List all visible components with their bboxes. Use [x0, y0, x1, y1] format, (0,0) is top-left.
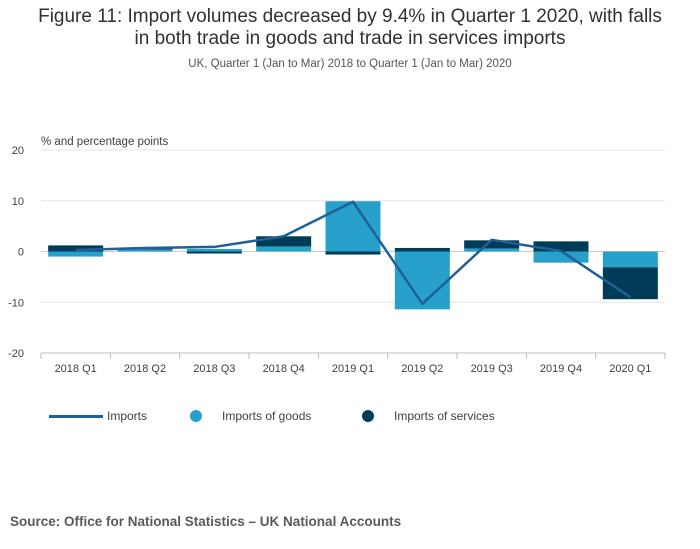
- x-tick-label: 2019 Q3: [471, 363, 513, 375]
- bar-imports-of-services: [186, 251, 242, 254]
- legend-item-imports[interactable]: Imports: [49, 408, 147, 424]
- bar-imports-of-services: [602, 267, 658, 300]
- bar-imports-of-services: [533, 241, 589, 252]
- x-tick-label: 2018 Q1: [55, 363, 97, 375]
- bar-imports-of-goods: [394, 251, 450, 310]
- bar-imports-of-goods: [48, 251, 104, 257]
- bar-imports-of-goods: [325, 201, 381, 252]
- legend-label-imports: Imports: [107, 409, 148, 423]
- legend-dot-services: [362, 410, 374, 422]
- bar-imports-of-goods: [533, 251, 589, 263]
- y-axis-label: % and percentage points: [41, 136, 169, 148]
- bar-imports-of-services: [256, 236, 312, 247]
- x-tick-label: 2019 Q4: [540, 363, 582, 375]
- y-tick-label: -20: [8, 348, 24, 360]
- y-tick-label: -10: [8, 297, 24, 309]
- x-tick-label: 2018 Q4: [263, 363, 305, 375]
- chart-title-line-2: in both trade in goods and trade in serv…: [134, 28, 566, 49]
- bar-imports-of-services: [48, 245, 104, 252]
- x-tick-label: 2018 Q3: [193, 363, 235, 375]
- line-imports: [75, 200, 632, 306]
- legend-item-imports-of-services[interactable]: Imports of services: [362, 408, 495, 424]
- legend-label-services: Imports of services: [394, 409, 495, 423]
- chart-plot: 20 10 0 -10 -20 2018 Q1 2018 Q2 2018 Q3 2018 Q4 2…: [8, 145, 666, 375]
- x-tick-label: 2019 Q2: [401, 363, 443, 375]
- bar-imports-of-goods: [186, 248, 242, 252]
- bar-imports-of-goods: [117, 249, 173, 252]
- bar-imports-of-goods: [256, 246, 312, 252]
- chart-title-line-1: Figure 11: Import volumes decreased by 9…: [38, 6, 662, 27]
- chart-title: Figure 11: Import volumes decreased by 9…: [0, 6, 700, 50]
- legend-item-imports-of-goods[interactable]: Imports of goods: [190, 408, 311, 424]
- x-tick-label: 2019 Q1: [332, 363, 374, 375]
- bar-imports-of-services: [464, 240, 520, 249]
- bar-imports-of-services: [325, 251, 381, 255]
- bar-imports-of-goods: [464, 248, 520, 252]
- chart-subtitle: UK, Quarter 1 (Jan to Mar) 2018 to Quart…: [188, 58, 512, 70]
- x-tick-label: 2020 Q1: [609, 363, 651, 375]
- legend-dot-goods: [190, 410, 202, 422]
- legend-label-goods: Imports of goods: [222, 409, 312, 423]
- y-tick-label: 0: [18, 247, 24, 259]
- bar-imports-of-services: [394, 247, 450, 252]
- legend-line-swatch: [49, 414, 103, 418]
- bar-imports-of-goods: [602, 251, 658, 268]
- y-tick-label: 20: [12, 145, 24, 157]
- source-note: Source: Office for National Statistics –…: [10, 514, 402, 529]
- x-tick-label: 2018 Q2: [124, 363, 166, 375]
- y-tick-label: 10: [12, 196, 24, 208]
